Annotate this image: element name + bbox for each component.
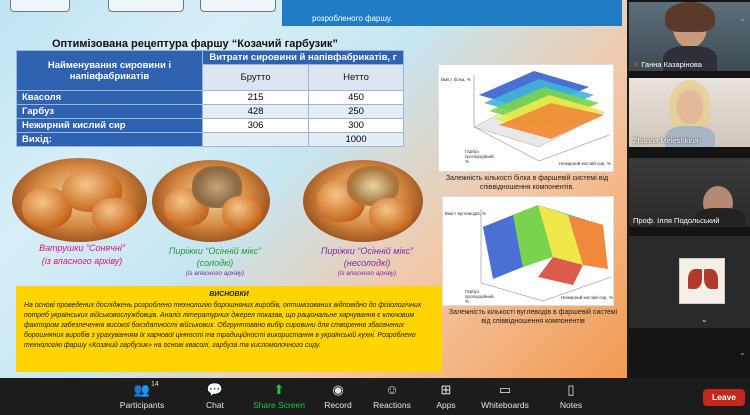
slide-top-text: розробленого фаршу. (282, 0, 622, 26)
reactions-label: Reactions (373, 400, 411, 410)
chat-label: Chat (206, 400, 224, 410)
notes-icon: ▯ (567, 382, 575, 397)
participant-tile[interactable]: Zhanna Meleshkina (629, 78, 750, 147)
participant-gallery: ✕ Ганна Казарінова Zhanna Meleshkina Проф… (629, 0, 750, 378)
row-net: 300 (308, 118, 404, 133)
reactions-button[interactable]: ☺ Reactions (372, 378, 412, 415)
table-header-group: Витрати сировини й напівфабрикатів, г (202, 50, 404, 65)
chart-x-label: Гарбуз пропорційний, % (465, 149, 495, 164)
notes-button[interactable]: ▯ Notes (558, 378, 584, 415)
caption-vatrushky: Ватрушки “Сонячні” (із власного архіву) (18, 243, 146, 266)
chart-y-label: Нежирний кислий сир, % (561, 295, 613, 300)
chart-carbs-caption: Залежність кількості вуглеводів в фаршев… (448, 309, 618, 325)
meeting-toolbar: 👥 14 Participants 💬 Chat ⬆ Share Screen … (0, 378, 750, 415)
whiteboards-label: Whiteboards (481, 400, 529, 410)
participant-name: Проф. Ілля Подольський (633, 216, 720, 225)
row-name: Нежирний кислий сир (16, 118, 203, 133)
reactions-icon: ☺ (385, 382, 399, 397)
apps-label: Apps (436, 400, 456, 410)
conclusion-text: На основі проведених досліджень розробле… (24, 302, 422, 349)
participant-avatar (679, 258, 725, 304)
record-button[interactable]: ◉ Record (322, 378, 354, 415)
recipe-table: Найменування сировини і напівфабрикатів … (16, 50, 404, 147)
record-icon: ◉ (332, 382, 344, 397)
table-row: Квасоля 215 450 (16, 90, 404, 105)
photo-pyrizhky-savory (303, 160, 423, 242)
chat-icon: 💬 (206, 382, 224, 397)
share-screen-label: Share Screen (253, 400, 305, 410)
photo-pyrizhky-sweet (152, 160, 270, 242)
participant-tile[interactable]: ✕ Ганна Казарінова (629, 2, 750, 71)
scroll-arrows[interactable]: ⌃ ⌄ (739, 18, 749, 357)
conclusion-box: ВИСНОВКИ На основі проведених досліджень… (16, 286, 442, 372)
participant-tile[interactable]: Проф. Ілля Подольський (629, 158, 750, 227)
notes-label: Notes (559, 400, 583, 410)
shared-slide: розробленого фаршу. Оптимізована рецепту… (0, 0, 627, 378)
caption-pyrizhky-savory: Пиріжки “Осінній мікс” (несолодкі) (із в… (300, 246, 434, 277)
caption-sub: (із власного архіву) (41, 256, 123, 266)
conclusion-heading: ВИСНОВКИ (209, 291, 249, 298)
slide-top-box (200, 0, 276, 12)
chart-carbs: Вміст вуглеводів, % Гарбуз пропорційний,… (442, 196, 614, 306)
chevron-down-icon[interactable]: ⌄ (701, 315, 708, 324)
participants-label: Participants (119, 400, 165, 410)
caption-note: (із власного архіву) (185, 270, 245, 277)
whiteboards-button[interactable]: ▭ Whiteboards (480, 378, 530, 415)
chart-protein: Вміст білка, % Гарбуз пропорційний, % Не… (438, 64, 614, 172)
chart-z-label: Вміст вуглеводів, % (445, 211, 487, 216)
row-net: 450 (308, 90, 404, 105)
participant-name: Zhanna Meleshkina (633, 136, 699, 145)
caption-title: Пиріжки “Осінній мікс” (168, 246, 262, 256)
chart-protein-surface (473, 71, 610, 162)
row-name: Гарбуз (16, 104, 203, 119)
table-row: Нежирний кислий сир 306 300 (16, 118, 404, 133)
whiteboard-icon: ▭ (498, 382, 512, 397)
chart-y-label: Нежирний кислий сир, % (559, 161, 611, 166)
table-header-gross: Брутто (201, 64, 310, 91)
table-header-net: Нетто (308, 64, 404, 91)
mic-muted-icon: ✕ (633, 60, 640, 69)
share-screen-icon: ⬆ (273, 382, 285, 397)
participant-tile[interactable]: ⌄ (629, 236, 750, 328)
participants-icon: 👥 (133, 382, 151, 397)
apps-button[interactable]: ⊞ Apps (434, 378, 458, 415)
row-name: Квасоля (16, 90, 203, 105)
chart-z-label: Вміст білка, % (441, 77, 471, 82)
participants-count-badge: 14 (151, 381, 159, 388)
row-gross: 306 (201, 118, 310, 133)
photo-vatrushky (12, 158, 147, 242)
row-gross: 428 (201, 104, 310, 119)
chevron-down-icon[interactable]: ⌄ (739, 348, 746, 357)
table-row: Гарбуз 428 250 (16, 104, 404, 119)
caption-pyrizhky-sweet: Пиріжки “Осінній мікс” (солодкі) (із вла… (150, 246, 280, 277)
row-net: 1000 (308, 132, 404, 147)
leave-button[interactable]: Leave (703, 389, 745, 406)
table-row: Вихід: 1000 (16, 132, 404, 147)
row-net: 250 (308, 104, 404, 119)
caption-sub: (солодкі) (196, 258, 234, 268)
table-header-name: Найменування сировини і напівфабрикатів (16, 50, 203, 91)
participants-button[interactable]: 👥 14 Participants (118, 378, 166, 415)
record-label: Record (324, 400, 352, 410)
slide-top-box (10, 0, 70, 12)
share-screen-button[interactable]: ⬆ Share Screen (252, 378, 306, 415)
chevron-up-icon[interactable]: ⌃ (739, 18, 746, 27)
slide-top-box (108, 0, 184, 12)
row-gross: 215 (201, 90, 310, 105)
caption-sub: (несолодкі) (343, 258, 391, 268)
chart-carbs-surface (480, 205, 612, 302)
row-gross (201, 132, 310, 147)
caption-title: Ватрушки “Сонячні” (39, 243, 125, 253)
chart-x-label: Гарбуз пропорційний, % (465, 289, 495, 304)
chat-button[interactable]: 💬 Chat (200, 378, 230, 415)
row-name: Вихід: (16, 132, 203, 147)
caption-title: Пиріжки “Осінній мікс” (320, 246, 414, 256)
caption-note: (із власного архіву) (337, 270, 397, 277)
apps-icon: ⊞ (440, 382, 452, 397)
chart-protein-caption: Залежність кількості білка в фаршевій си… (445, 175, 609, 191)
slide-title: Оптимізована рецептура фаршу “Козачий га… (52, 38, 338, 50)
participant-name: ✕ Ганна Казарінова (633, 60, 702, 69)
